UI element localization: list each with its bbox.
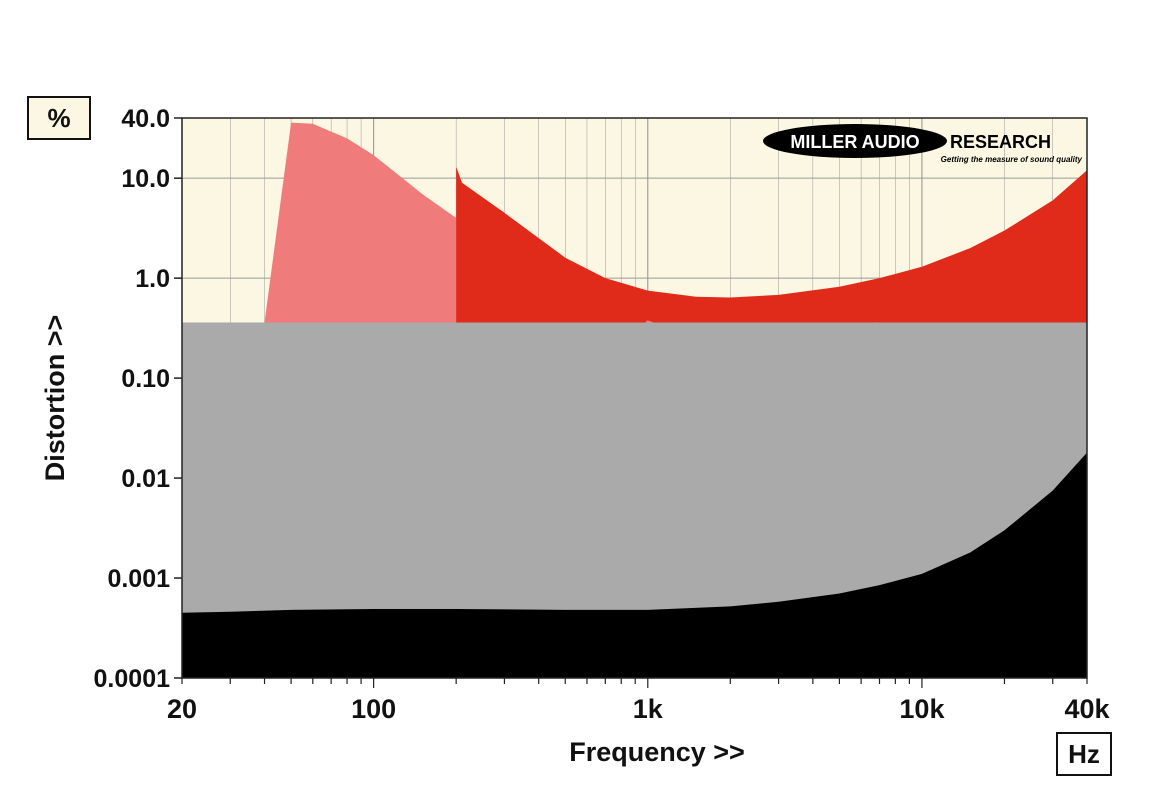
x-axis-title: Frequency >> <box>569 737 745 767</box>
y-tick-label: 40.0 <box>121 105 170 133</box>
logo-text-left: MILLER AUDIO <box>790 132 919 152</box>
logo-tagline: Getting the measure of sound quality <box>941 155 1083 164</box>
y-tick-label: 0.01 <box>121 465 170 493</box>
y-tick-label: 0.0001 <box>94 665 171 693</box>
x-tick-label: 1k <box>633 694 664 724</box>
y-tick-label: 0.001 <box>107 565 170 593</box>
y-tick-label: 1.0 <box>135 265 170 293</box>
logo: MILLER AUDIO RESEARCH Getting the measur… <box>763 124 1083 164</box>
y-unit-label: % <box>27 96 91 140</box>
plot-frame <box>181 117 1088 679</box>
logo-ellipse <box>763 124 947 158</box>
logo-text-right: RESEARCH <box>950 132 1051 152</box>
series-4-area <box>182 452 1087 678</box>
y-axis: 40.0 10.0 1.0 0.10 0.01 0.001 0.0001 <box>94 105 182 693</box>
series-layer <box>182 122 1087 679</box>
y-tick-label: 10.0 <box>121 165 170 193</box>
x-tick-label: 100 <box>351 694 396 724</box>
y-axis-title: Distortion >> <box>40 315 70 482</box>
x-tick-label: 10k <box>899 694 945 724</box>
x-axis: 20 100 1k 10k 40k <box>167 678 1111 724</box>
x-unit-label: Hz <box>1056 732 1112 776</box>
x-tick-label: 40k <box>1064 694 1110 724</box>
y-tick-label: 0.10 <box>121 365 170 393</box>
x-tick-label: 20 <box>167 694 197 724</box>
